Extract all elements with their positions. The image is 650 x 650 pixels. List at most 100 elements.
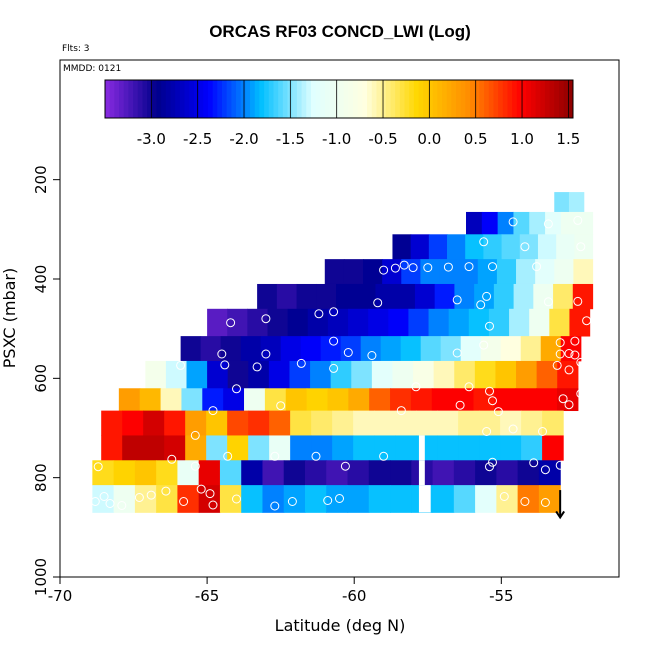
sample-circle <box>582 316 592 326</box>
heatmap-cell <box>101 435 123 461</box>
colorbar-segment <box>339 80 345 118</box>
heatmap-cell <box>509 308 530 337</box>
colorbar-segment <box>362 80 368 118</box>
sample-circle <box>479 237 489 247</box>
heatmap-cell <box>285 388 308 412</box>
sample-circle <box>226 318 236 328</box>
heatmap-cell <box>515 388 537 412</box>
heatmap-gaps <box>418 435 431 513</box>
heatmap-cell <box>513 211 530 235</box>
heatmap-cell <box>431 388 454 412</box>
heatmap-cell <box>248 435 270 461</box>
sample-circle <box>329 307 339 317</box>
sample-circle <box>205 489 215 499</box>
heatmap-cell <box>207 308 228 337</box>
y-tick-label: 800 <box>32 463 50 492</box>
heatmap-cell <box>452 388 475 412</box>
sample-circle <box>340 461 350 471</box>
sample-circle <box>134 493 144 502</box>
heatmap-cell <box>475 485 497 513</box>
heatmap-cell <box>269 435 291 461</box>
heatmap-cell <box>560 336 582 362</box>
heatmap-cell <box>139 388 162 412</box>
colorbar-segment <box>554 80 560 118</box>
colorbar-segment <box>427 80 434 118</box>
heatmap-cell <box>513 283 534 310</box>
colorbar-segment <box>512 80 518 118</box>
heatmap-cell <box>223 388 245 412</box>
heatmap-cell <box>554 259 574 285</box>
colorbar-segment <box>222 80 228 118</box>
sample-circle <box>479 340 489 350</box>
sample-circle <box>161 486 171 496</box>
arrow-head <box>555 510 565 520</box>
sample-circle <box>570 350 580 360</box>
heatmap-cell <box>516 259 536 285</box>
sample-circle <box>482 291 492 301</box>
heatmap-cell <box>537 234 557 260</box>
heatmap-cell <box>434 283 456 310</box>
colorbar-segment <box>151 80 157 118</box>
sample-circle <box>488 262 497 272</box>
sample-circle <box>287 497 297 506</box>
sample-circle <box>543 219 553 229</box>
heatmap-cell <box>496 460 519 486</box>
heatmap-cell <box>227 360 249 389</box>
colorbar-segment <box>161 80 167 118</box>
heatmap-cell <box>395 435 417 461</box>
heatmap-cell <box>180 336 202 362</box>
sample-circle <box>576 242 586 252</box>
sample-circle <box>314 309 324 319</box>
colorbar-segment <box>381 80 387 118</box>
colorbar-segment <box>278 80 284 118</box>
sample-circle <box>555 338 565 348</box>
colorbar-tick-label: -2.0 <box>229 130 258 148</box>
heatmap-cell <box>428 234 448 260</box>
heatmap-cell <box>332 435 354 461</box>
colorbar-segment <box>128 80 134 118</box>
heatmap-cell <box>101 410 123 436</box>
sample-circle <box>411 382 421 392</box>
colorbar-segment <box>226 80 232 118</box>
sample-circle <box>485 321 494 331</box>
heatmap-cell <box>363 259 383 285</box>
colorbar-segment <box>437 80 443 118</box>
heatmap-cell <box>390 485 412 513</box>
colorbar-segment <box>521 80 527 118</box>
sample-circle <box>476 300 486 310</box>
heatmap-cell <box>395 410 417 436</box>
sample-circle <box>564 349 574 358</box>
colorbar-tick-label: -1.0 <box>322 130 351 148</box>
heatmap-cell <box>283 460 306 486</box>
heatmap-cell <box>290 435 312 461</box>
sample-circle <box>532 262 542 272</box>
heatmap-cell <box>576 211 594 235</box>
heatmap-cell <box>432 485 455 513</box>
heatmap-cell <box>458 410 480 436</box>
heatmap-cell <box>388 308 410 337</box>
sample-circle <box>252 362 262 372</box>
heatmap-cell <box>480 336 502 362</box>
sample-circle <box>379 265 389 275</box>
heatmap-cell <box>206 435 228 461</box>
heatmap-cell <box>241 485 264 513</box>
heatmap-cell <box>326 460 349 486</box>
data-gap <box>418 460 425 486</box>
sample-circle <box>485 386 494 396</box>
heatmap-cell <box>542 435 564 461</box>
heatmap-cell <box>368 460 391 486</box>
sample-circle <box>485 462 494 472</box>
heatmap-cell <box>520 336 542 362</box>
colorbar-tick-label: -2.5 <box>183 130 212 148</box>
colorbar-segment <box>399 80 406 118</box>
heatmap-cell <box>118 388 141 412</box>
colorbar-segment <box>451 80 457 118</box>
heatmap-cell <box>410 234 430 260</box>
colorbar-segment <box>418 80 424 118</box>
heatmap-cell <box>268 360 291 389</box>
colorbar-segment <box>423 80 429 118</box>
heatmap-cell <box>332 410 354 436</box>
heatmap-cell <box>348 388 370 412</box>
colorbar-tick-labels: -3.0 -2.5 -2.0 -1.5 -1.0 -0.5 0.0 0.5 1.0 1.5 <box>137 130 581 148</box>
colorbar-segment <box>292 80 298 118</box>
